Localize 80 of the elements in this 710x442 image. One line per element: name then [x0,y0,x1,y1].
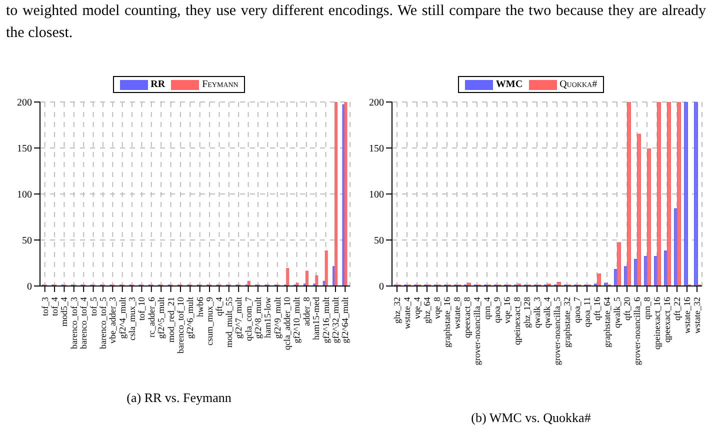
x-tick-label: wstate_32 [692,297,702,334]
x-tick-label: gf2^16_mult [320,296,331,344]
y-tick-label: 150 [369,144,384,155]
x-tick-label: mod5_4 [59,296,70,327]
x-tick-label: gf2^6_mult [185,296,196,339]
legend-label: Quokka# [560,79,598,90]
x-tick-label: vbe_adder_3 [108,296,118,344]
x-tick-label: adder_8 [301,296,312,326]
x-tick-label: hwb6 [194,296,205,317]
x-tick-label: grover-noancilla_5 [552,296,562,366]
x-tick-label: ham15-low [262,296,273,338]
x-tick-label: graphstate_32 [562,297,572,348]
x-tick-label: barenco_tof_4 [78,296,89,349]
x-tick-label: graphstate_16 [442,296,452,348]
x-tick-label: vqe_8 [432,296,442,319]
x-tick-label: ham15-med [311,296,322,340]
x-tick-label: qnn_8 [642,296,652,320]
x-tick-label: gf2^10_mult [292,296,302,344]
x-tick-label: gf2^8_mult [252,296,263,339]
x-tick-label: tof_3 [40,296,50,316]
x-tick-label: qwalk_4 [542,296,552,328]
legend-label: WMC [496,79,523,90]
x-tick-label: barenco_tof_3 [68,296,79,349]
x-tick-label: mod_red_21 [166,297,176,342]
x-tick-label: gf2^32_mult [330,296,340,344]
legend-label: Feymann [202,79,238,90]
y-tick-label: 50 [22,236,32,247]
y-tick-label: 200 [17,98,32,109]
x-tick-label: qft_20 [622,296,632,320]
x-tick-label: gf2^4_mult [117,296,128,339]
x-tick-label: tof_5 [88,296,98,316]
x-tick-label: qpeexact_16 [662,296,672,342]
x-tick-label: ghz_128 [522,296,532,328]
y-tick-label: 100 [369,190,384,201]
x-tick-label: qaoa_7 [572,296,582,323]
y-tick-label: 150 [17,144,32,155]
x-tick-label: wstate_16 [682,296,692,334]
y-tick-label: 100 [17,190,32,201]
x-tick-label: barenco_tof_5 [98,296,108,349]
x-tick-label: qft_4 [214,296,224,316]
x-tick-label: qaoa_11 [582,297,592,328]
x-tick-label: gf2^7_mult [234,296,244,339]
x-tick-label: gf2^5_mult [156,296,166,339]
x-tick-label: wstate_8 [452,296,462,329]
x-tick-label: mod_mult_55 [224,296,234,348]
x-tick-label: csla_mux_3 [127,296,138,340]
y-tick-label: 200 [369,98,384,109]
x-tick-label: csum_mux_9 [204,296,215,346]
text: (a) RR vs. Feymann [126,390,232,406]
y-tick-label: 0 [379,282,384,293]
y-tick-label: 0 [27,282,32,293]
x-tick-label: wstate_4 [402,296,412,329]
x-tick-label: vqe_4 [412,296,422,319]
x-tick-label: qaoa_9 [492,296,502,323]
x-tick-label: grover-noancilla_4 [472,296,482,366]
x-tick-label: qwalk_5 [612,296,622,328]
x-tick-label: qft_22 [672,297,682,320]
x-tick-label: qpeinexact_16 [652,296,662,350]
x-tick-label: tof_10 [136,296,147,320]
legend-label: RR [150,79,166,90]
text: to weighted model counting, they use very different encodings. We still compare the two because they are already the closest. [6,2,706,43]
x-tick-label: qcla_adder_10 [282,296,292,350]
x-tick-label: ghz_64 [422,296,432,324]
x-tick-label: qnn_4 [482,296,492,320]
x-tick-label: ghz_32 [392,297,402,324]
x-tick-label: gf2^9_mult [272,296,282,339]
x-tick-label: gf2^64_mult [340,296,350,344]
x-tick-label: qwalk_3 [532,296,542,328]
x-tick-label: barenco_tof_10 [175,296,186,354]
text: (b) WMC vs. Quokka# [470,410,592,426]
x-tick-label: rc_adder_6 [146,296,156,338]
x-tick-label: graphstate_64 [602,296,612,348]
x-tick-label: qpeexact_8 [462,296,472,338]
x-tick-label: qft_16 [592,296,602,320]
x-tick-label: grover-noancilla_6 [632,296,642,366]
y-tick-label: 50 [374,236,384,247]
x-tick-label: qpeinexact_8 [512,296,522,345]
x-tick-label: qcla_com_7 [243,296,254,341]
x-tick-label: tof_4 [50,296,60,316]
x-tick-label: vqe_16 [502,296,512,324]
